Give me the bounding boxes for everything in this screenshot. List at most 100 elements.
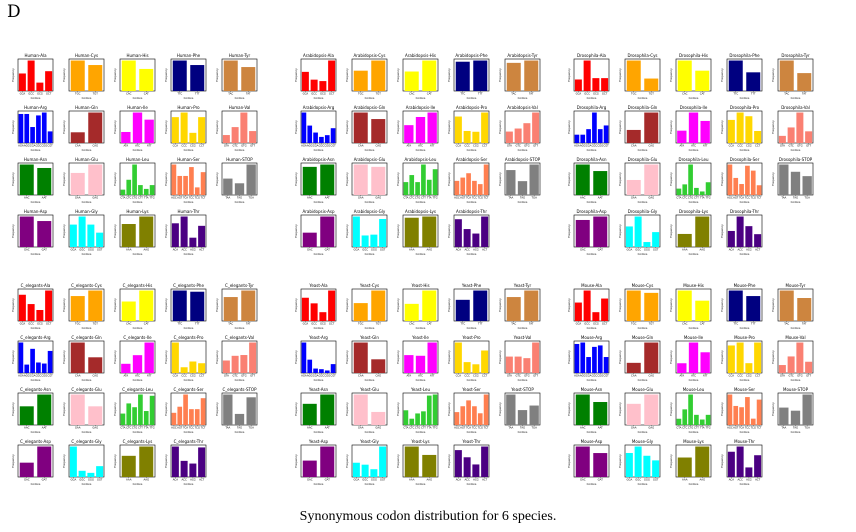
bar-cca bbox=[727, 119, 735, 143]
x-tick-label: CTA bbox=[120, 196, 125, 200]
x-tick-label: TTT bbox=[195, 92, 200, 96]
subplot-drosophila-ala: Drosophila-Ala Frequency Codons GCA GCC GCG GC… bbox=[567, 53, 610, 100]
x-tick-label: TTC bbox=[177, 322, 182, 326]
bar-tga bbox=[246, 397, 256, 425]
y-axis-label: Frequency bbox=[567, 298, 571, 312]
y-axis-label: Frequency bbox=[396, 350, 400, 364]
subplot-title: Yeast-Phe bbox=[461, 283, 482, 288]
y-axis-label: Frequency bbox=[498, 120, 502, 134]
bar-gta bbox=[505, 356, 513, 373]
x-tick-label: GAG bbox=[648, 196, 654, 200]
x-tick-label: GTC bbox=[516, 144, 521, 148]
subplot-title: Arabidopsis-Thr bbox=[456, 209, 487, 214]
x-tick-label: TCC bbox=[189, 426, 194, 430]
bar-gtc bbox=[514, 128, 522, 143]
bar-tcg bbox=[477, 413, 483, 425]
x-tick-label: CTC bbox=[409, 426, 414, 430]
x-tick-label: CTA bbox=[403, 196, 408, 200]
x-tick-label: CAG bbox=[648, 144, 654, 148]
x-axis-label: Codons bbox=[467, 96, 477, 100]
bar-ggt bbox=[96, 232, 104, 247]
x-tick-label: CCG bbox=[746, 144, 752, 148]
x-axis-label: Codons bbox=[689, 96, 699, 100]
bar-gca bbox=[574, 302, 582, 321]
bar-tag bbox=[234, 183, 245, 195]
x-tick-label: TTG bbox=[150, 426, 155, 430]
bar-tat bbox=[241, 290, 256, 321]
x-axis-label: Codons bbox=[235, 96, 245, 100]
bar-gct bbox=[328, 290, 336, 321]
y-axis-label: Frequency bbox=[567, 350, 571, 364]
subplot-title: Mouse-Cys bbox=[632, 283, 654, 288]
x-tick-label: TAC bbox=[784, 92, 789, 96]
x-tick-label: AGG bbox=[307, 144, 313, 148]
bar-tca bbox=[183, 175, 188, 195]
bar-acg bbox=[745, 467, 753, 477]
bar-cct bbox=[754, 130, 762, 143]
bar-ttg bbox=[149, 395, 155, 425]
x-axis-label: Codons bbox=[638, 326, 648, 330]
bar-gtc bbox=[787, 127, 795, 143]
bar-cca bbox=[454, 342, 462, 373]
x-tick-label: AAG bbox=[426, 478, 432, 482]
bar-ggg bbox=[87, 224, 95, 247]
y-axis-label: Frequency bbox=[294, 350, 298, 364]
x-axis-label: Codons bbox=[31, 326, 41, 330]
bar-gcg bbox=[592, 312, 600, 321]
x-tick-label: GGC bbox=[362, 478, 368, 482]
x-tick-label: AAG bbox=[143, 248, 149, 252]
bar-ata bbox=[404, 355, 414, 373]
x-tick-label: GCG bbox=[320, 92, 326, 96]
bar-gaa bbox=[353, 164, 368, 195]
bar-gca bbox=[574, 79, 582, 91]
bar-aag bbox=[139, 216, 154, 247]
x-axis-label: Codons bbox=[184, 378, 194, 382]
axes-frame bbox=[675, 392, 712, 426]
x-axis-label: Codons bbox=[365, 482, 375, 486]
x-tick-label: GAC bbox=[24, 248, 30, 252]
bar-ggc bbox=[634, 446, 642, 477]
bar-aaa bbox=[121, 224, 136, 247]
x-axis-label: Codons bbox=[416, 430, 426, 434]
x-tick-label: CGT bbox=[47, 374, 53, 378]
x-tick-label: CTC bbox=[409, 196, 414, 200]
bar-ctc bbox=[409, 175, 415, 195]
subplot-title: Mouse-Val bbox=[785, 335, 805, 340]
x-tick-label: TCG bbox=[478, 426, 483, 430]
x-tick-label: ACA bbox=[173, 478, 179, 482]
bar-ata bbox=[404, 125, 414, 143]
bar-ggc bbox=[78, 470, 86, 477]
bar-cgg bbox=[597, 129, 603, 143]
subplot-mouse-leu: Mouse-Leu Frequency Codons CTA CTC CTG CTT TTA T… bbox=[669, 387, 712, 434]
x-tick-label: TTG bbox=[706, 196, 711, 200]
bar-gac bbox=[19, 216, 34, 247]
bar-act bbox=[481, 216, 489, 247]
subplot-title: Human-Tyr bbox=[229, 53, 251, 58]
bar-gcg bbox=[36, 82, 44, 91]
bar-gct bbox=[601, 78, 609, 91]
y-axis-label: Frequency bbox=[720, 120, 724, 134]
subplot-drosophila-thr: Drosophila-Thr Frequency Codons ACA ACC ACG AC… bbox=[720, 209, 763, 256]
subplot-mouse-gly: Mouse-Gly Frequency Codons GGA GGC GGG GGT bbox=[618, 439, 661, 486]
subplot-arabidopsis-leu: Arabidopsis-Leu Frequency Codons CTA CTC CTG C… bbox=[396, 157, 439, 204]
subplot-human-ile: Human-Ile Frequency Codons ATA ATC ATT bbox=[113, 105, 156, 152]
subplot-title: Human-His bbox=[126, 53, 148, 58]
bar-aat bbox=[320, 164, 335, 195]
axes-frame bbox=[17, 110, 54, 144]
x-axis-label: Codons bbox=[416, 252, 426, 256]
x-tick-label: AGA bbox=[574, 374, 580, 378]
x-tick-label: CAA bbox=[358, 144, 364, 148]
x-tick-label: ACC bbox=[464, 478, 470, 482]
bar-tta bbox=[143, 188, 149, 195]
x-tick-label: CAA bbox=[75, 374, 81, 378]
bar-aca bbox=[171, 446, 179, 477]
subplot-title: Mouse-Phe bbox=[734, 283, 756, 288]
bar-ttg bbox=[432, 169, 438, 195]
bar-tac bbox=[506, 62, 521, 91]
x-tick-label: GGT bbox=[653, 478, 659, 482]
y-axis-label: Frequency bbox=[215, 68, 219, 82]
